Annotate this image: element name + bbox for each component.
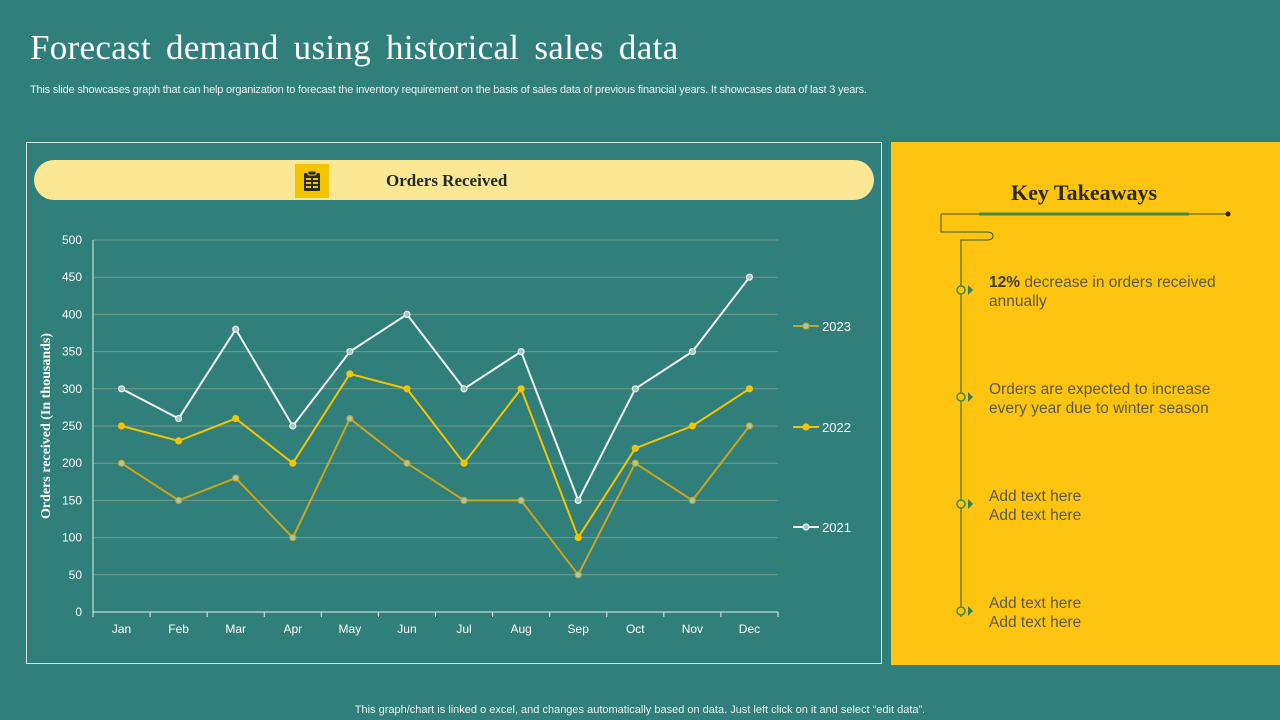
line-chart[interactable]: 0 50 100 150 200 250 300 350 400 450 500 Jan Feb Mar A…: [0, 0, 890, 670]
x-tick-label: Jun: [397, 622, 416, 636]
page-title: Forecast demand using historical sales d…: [30, 28, 679, 67]
data-point-2021: [346, 348, 354, 356]
key-takeaways-title: Key Takeaways: [1010, 180, 1158, 205]
takeaway-text: Add text here Add text here: [989, 595, 1082, 631]
data-point-2021: [289, 422, 297, 430]
timeline-bullet-icon: [956, 285, 973, 295]
y-tick-label: 300: [62, 382, 82, 396]
takeaway-item: Add text here Add text here: [989, 594, 1099, 632]
chart-header-label: Orders Received: [386, 171, 508, 190]
series-line-2023: [120, 417, 751, 577]
takeaway-highlight: 12%: [989, 274, 1021, 291]
data-point-2021: [517, 348, 525, 356]
data-point-2021: [745, 273, 754, 281]
y-tick-label: 100: [62, 531, 82, 545]
x-tick-label: Aug: [510, 622, 531, 636]
page-subtitle: This slide showcases graph that can help…: [30, 84, 867, 96]
data-point-2022: [517, 385, 525, 393]
key-takeaways-panel: Key Takeaways 12% decrease in orders rec…: [891, 142, 1280, 665]
data-point-2022: [175, 437, 183, 445]
y-tick-label: 50: [69, 568, 83, 582]
timeline-bullet-icon: [956, 606, 973, 616]
clipboard-icon: [295, 164, 329, 198]
data-point-2023: [745, 422, 754, 430]
data-point-2022: [688, 422, 696, 430]
y-axis-title: Orders received (In thousands): [39, 333, 54, 519]
legend-label-2023: 2023: [822, 319, 851, 334]
data-point-2021: [460, 385, 468, 393]
takeaway-text: decrease in orders received annually: [989, 274, 1216, 310]
data-point-2021: [232, 325, 240, 333]
y-tick-label: 250: [62, 419, 82, 433]
data-point-2021: [574, 496, 582, 504]
data-point-2022: [460, 459, 468, 467]
x-tick-label: Feb: [168, 622, 189, 636]
data-point-2023: [117, 459, 126, 467]
x-tick-label: Oct: [626, 622, 645, 636]
data-point-2023: [574, 571, 582, 579]
data-point-2023: [688, 496, 696, 504]
legend-marker-2021: [802, 523, 810, 531]
legend-marker-2023: [802, 322, 810, 330]
takeaway-item: Add text here Add text here: [989, 487, 1099, 525]
y-tick-label: 350: [62, 345, 82, 359]
y-tick-label: 500: [62, 233, 82, 247]
y-tick-label: 150: [62, 493, 82, 507]
x-tick-label: Jan: [112, 622, 131, 636]
data-point-2023: [631, 459, 639, 467]
x-tick-label: May: [339, 622, 362, 636]
series-line-2022: [121, 372, 751, 540]
footer-note: This graph/chart is linked o excel, and …: [354, 704, 926, 716]
data-point-2021: [403, 310, 411, 318]
timeline-bullet-icon: [956, 392, 973, 402]
takeaway-item: 12% decrease in orders received annually: [989, 273, 1239, 311]
data-point-2021: [631, 385, 639, 393]
chart-panel: [26, 142, 882, 664]
timeline-decoration: [940, 211, 1231, 617]
legend-label-2022: 2022: [822, 420, 851, 435]
x-tick-label: Jul: [456, 622, 471, 636]
data-point-2023: [346, 414, 354, 423]
legend-label-2021: 2021: [822, 520, 851, 535]
data-point-2023: [460, 496, 468, 504]
data-point-2022: [403, 385, 411, 393]
legend-marker-2022: [802, 423, 810, 431]
data-point-2022: [346, 370, 354, 378]
y-tick-label: 200: [62, 456, 82, 470]
data-point-2022: [574, 533, 582, 542]
data-point-2021: [688, 348, 696, 356]
data-point-2022: [745, 385, 754, 393]
data-point-2023: [517, 496, 525, 504]
data-point-2022: [289, 459, 297, 467]
takeaway-item: Orders are expected to increase every ye…: [989, 380, 1239, 418]
data-point-2023: [403, 459, 411, 467]
series-line-2021: [121, 276, 751, 503]
x-tick-label: Mar: [225, 622, 246, 636]
data-point-2022: [631, 444, 639, 452]
data-point-2022: [232, 414, 240, 423]
takeaway-text: Add text here Add text here: [989, 488, 1082, 524]
x-tick-label: Sep: [568, 622, 590, 636]
data-point-2021: [175, 414, 183, 423]
timeline-bullet-icon: [956, 499, 973, 509]
y-tick-label: 450: [62, 270, 82, 284]
data-point-2023: [289, 533, 297, 542]
data-point-2022: [117, 422, 126, 430]
y-tick-label: 400: [62, 307, 82, 321]
x-tick-label: Apr: [283, 622, 302, 636]
y-tick-label: 0: [75, 605, 82, 619]
takeaway-text: Orders are expected to increase every ye…: [989, 381, 1211, 417]
x-tick-label: Dec: [739, 622, 760, 636]
x-tick-label: Nov: [682, 622, 703, 636]
data-point-2023: [232, 474, 240, 482]
data-point-2023: [175, 496, 183, 504]
chart-header: Orders Received: [34, 160, 874, 200]
data-point-2021: [117, 385, 126, 393]
